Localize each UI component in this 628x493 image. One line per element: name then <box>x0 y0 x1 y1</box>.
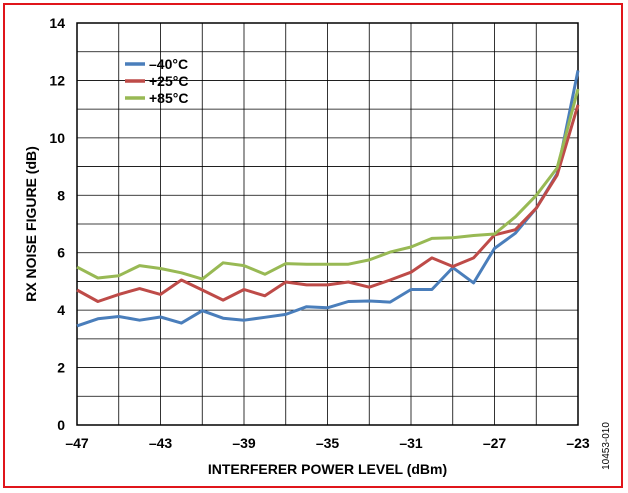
x-tick-label: –23 <box>566 435 590 451</box>
y-tick-label: 8 <box>57 187 65 203</box>
grid-lines <box>77 23 578 425</box>
figure-id: 10453-010 <box>601 422 612 470</box>
y-tick-label: 2 <box>57 360 65 376</box>
y-tick-label: 12 <box>49 72 65 88</box>
x-tick-label: –31 <box>399 435 423 451</box>
x-tick-label: –35 <box>316 435 340 451</box>
x-tick-label: –43 <box>149 435 173 451</box>
series-lines <box>76 70 580 328</box>
y-axis-title: RX NOISE FIGURE (dB) <box>23 146 39 302</box>
x-tick-labels: –47 –43 –39 –35 –31 –27 –23 <box>65 435 590 451</box>
x-tick-label: –39 <box>232 435 256 451</box>
legend: –40°C+25°C+85°C <box>125 56 188 106</box>
legend-label: +85°C <box>149 90 188 106</box>
series-line-1 <box>76 70 580 328</box>
chart-frame <box>3 3 623 488</box>
y-tick-label: 10 <box>49 130 65 146</box>
series-line-3 <box>76 88 580 281</box>
x-axis-title: INTERFERER POWER LEVEL (dBm) <box>208 461 447 477</box>
plot-border <box>76 22 579 426</box>
y-tick-label: 4 <box>57 302 65 318</box>
legend-label: –40°C <box>149 56 188 72</box>
y-tick-label: 0 <box>57 417 65 433</box>
y-tick-label: 6 <box>57 245 65 261</box>
legend-label: +25°C <box>149 73 188 89</box>
y-tick-label: 14 <box>49 15 65 31</box>
x-tick-label: –47 <box>65 435 89 451</box>
x-tick-label: –27 <box>483 435 507 451</box>
y-tick-labels: 0 2 4 6 8 10 12 14 <box>49 15 65 433</box>
